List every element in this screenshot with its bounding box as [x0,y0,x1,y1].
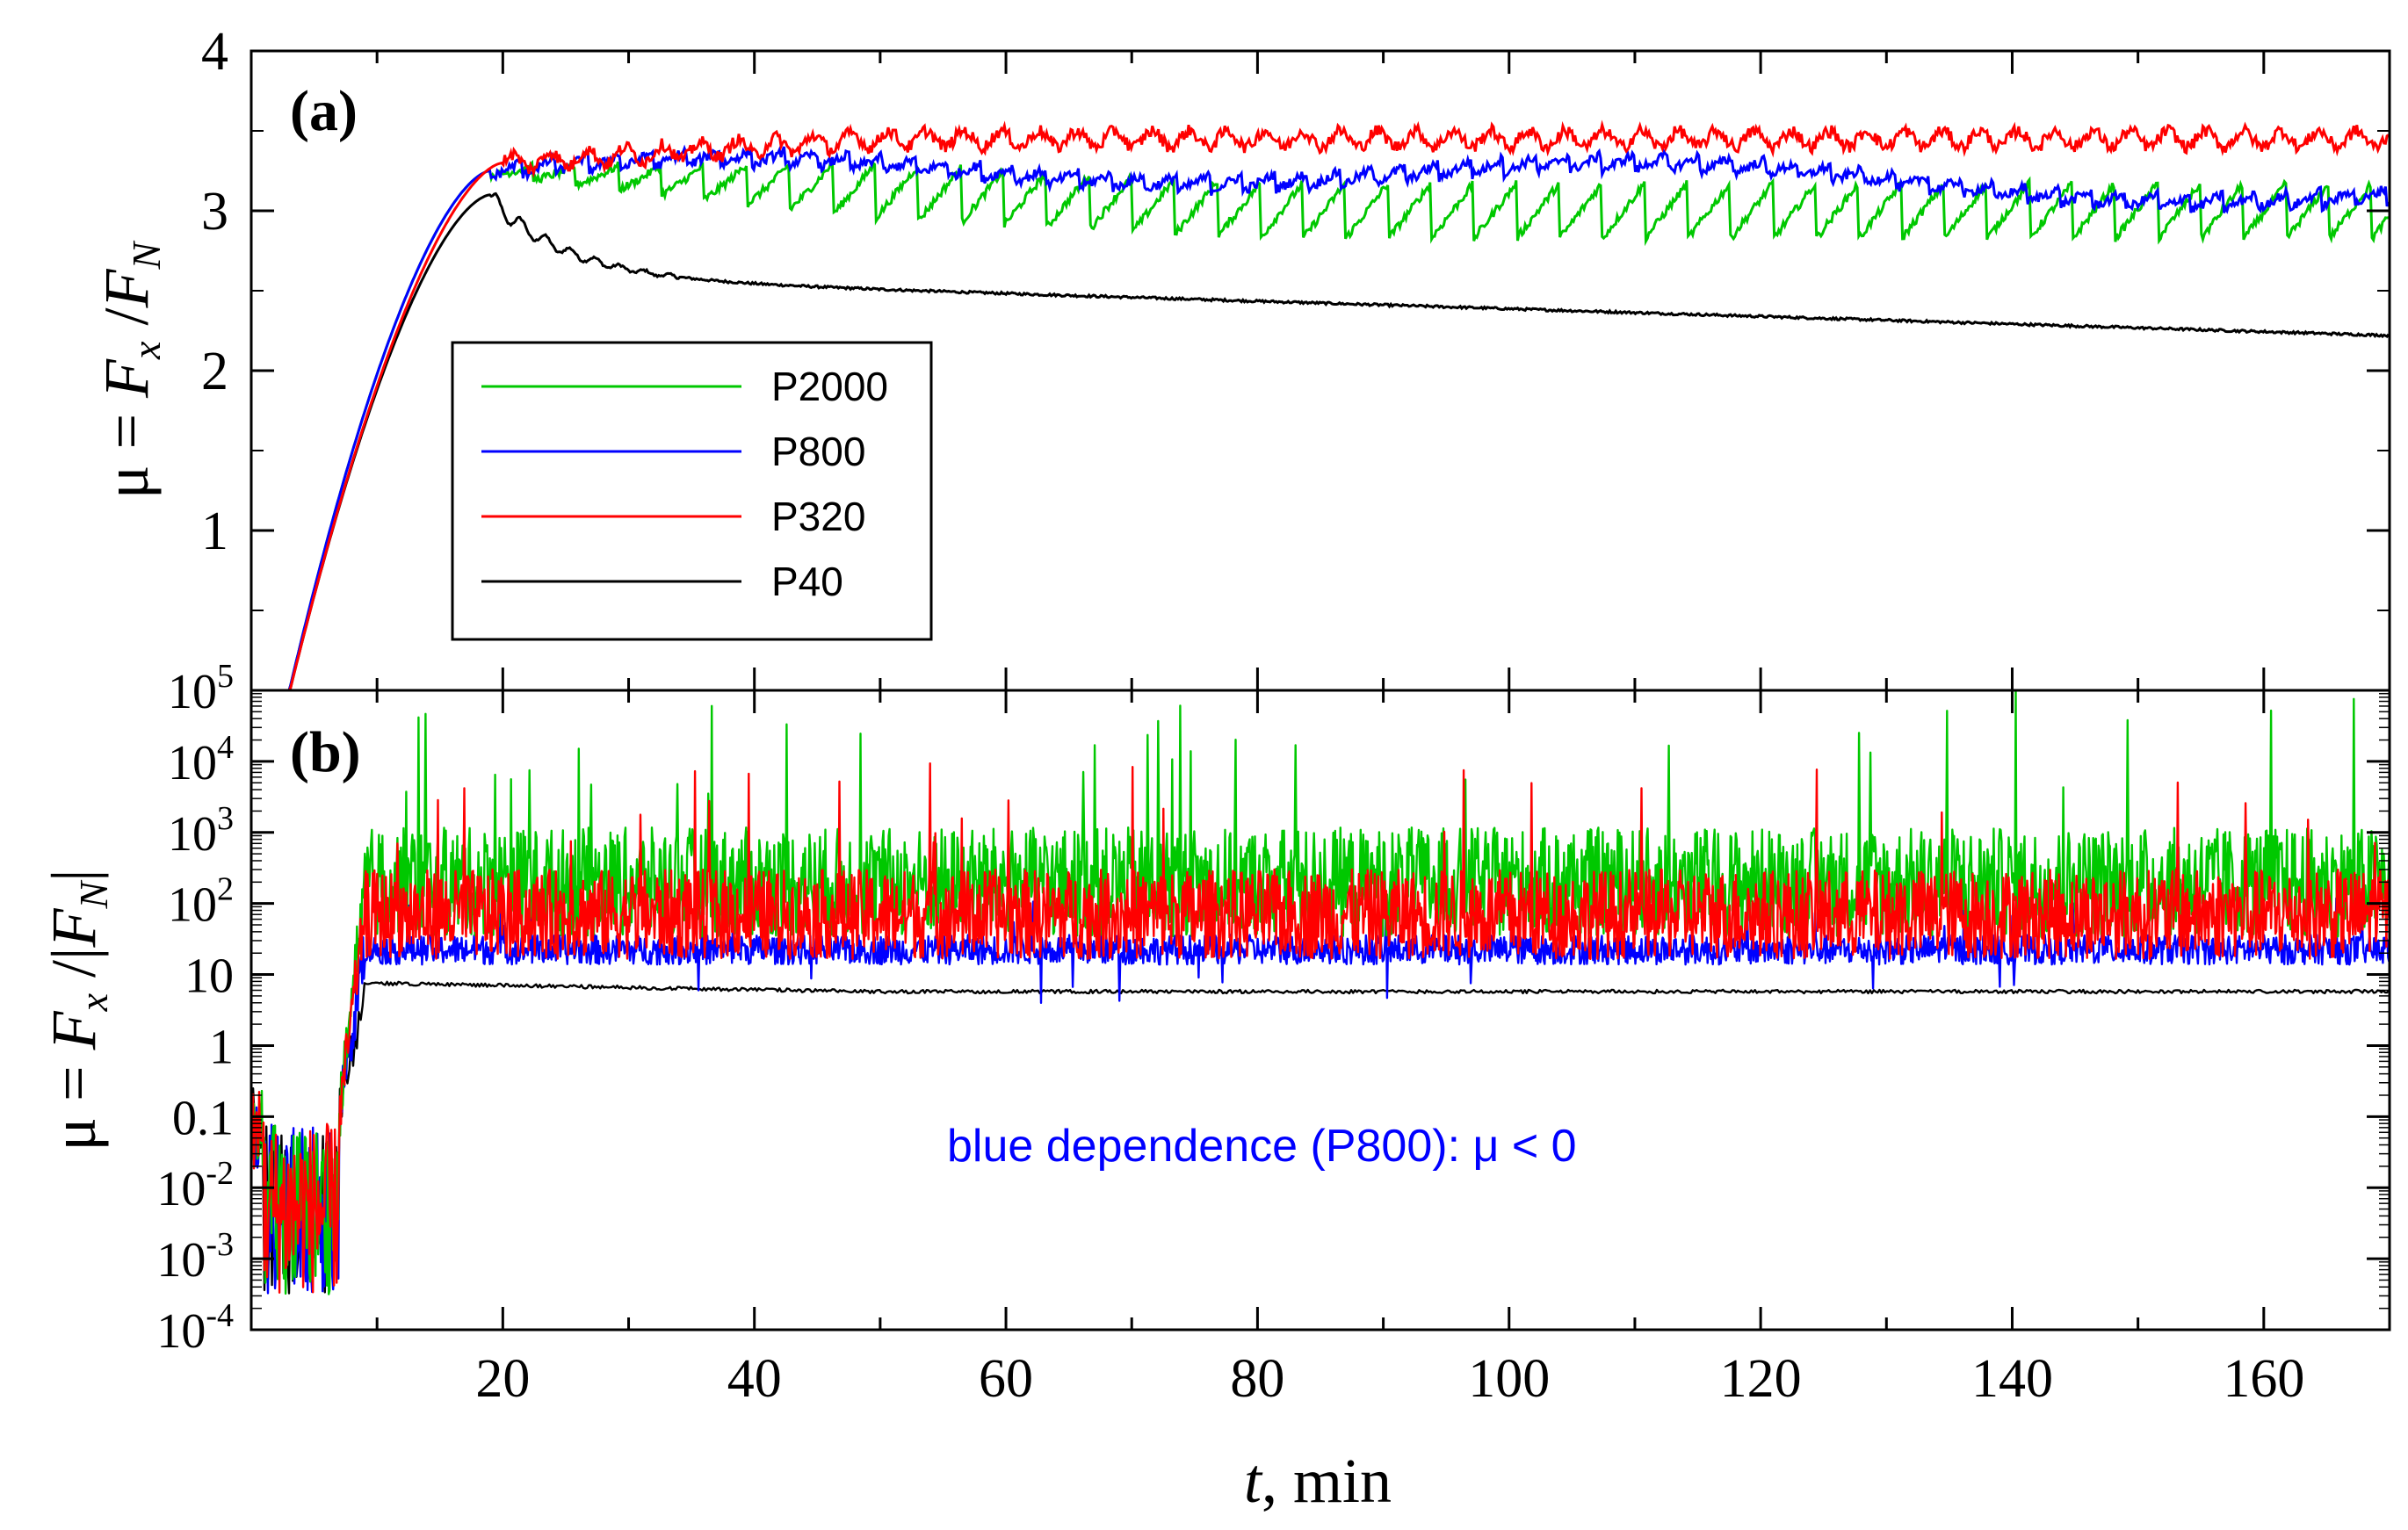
panel-a-series-p320 [251,119,2390,692]
x-tick-label: 160 [2223,1349,2304,1409]
legend-items: P2000 P800 P320 P40 [481,364,888,604]
panel-b-ytick-label: 103 [168,800,234,862]
panel-b-ytick-label: 10-4 [156,1297,234,1359]
panel-a-ticks: 1 2 3 4 [201,22,2390,690]
panel-b-ytick-label: 1 [209,1020,234,1074]
x-tick-label: 140 [1971,1349,2053,1409]
panel-b-ytick-label: 10 [184,949,234,1004]
panel-a-series-p40 [251,191,2390,692]
panel-b-ytick-label: 10-3 [156,1226,234,1288]
x-axis-label: t, min [1244,1446,1392,1516]
annotation-text: blue dependence (P800): μ < 0 [947,1121,1577,1172]
panel-a-ytick-label: 3 [201,182,228,242]
panel-b-ytick-label: 10-2 [156,1155,234,1216]
panel-b-series-p800 [249,897,2390,1295]
x-tick-label: 40 [727,1349,782,1409]
panel-a-ytick-label: 1 [201,502,228,561]
panel-b-label: (b) [290,720,361,784]
panel-b-series-p320 [249,762,2390,1294]
panel-a-label: (a) [290,79,358,143]
panel-b-series-group [249,689,2390,1295]
panel-a-series-group [251,119,2390,692]
x-tick-label: 20 [475,1349,530,1409]
panel-a-ylabel: μ = Fx /FN [91,241,169,500]
legend: P2000 P800 P320 P40 [451,341,933,641]
panel-b-ytick-label: 104 [168,729,234,790]
panel-a-ytick-label: 4 [201,22,228,82]
panel-a-ytick-label: 2 [201,342,228,401]
panel-a: 1 2 3 4 (a) P2000 P800 P320 P40 μ = Fx /FN [91,22,2391,692]
panel-b-ylabel: μ = Fx /|FN| [39,869,116,1151]
legend-label-p40: P40 [771,559,843,604]
panel-b-frame [249,689,2391,1332]
legend-label-p2000: P2000 [771,364,888,409]
panel-b-ytick-label: 105 [168,658,234,719]
legend-label-p800: P800 [771,429,865,474]
x-tick-label: 80 [1230,1349,1284,1409]
panel-b-ytick-label: 0.1 [172,1091,234,1145]
legend-box [451,341,933,641]
x-tick-label: 60 [979,1349,1033,1409]
x-tick-label: 100 [1468,1349,1550,1409]
legend-label-p320: P320 [771,494,865,539]
x-tick-label: 120 [1720,1349,1802,1409]
panel-a-series-p2000 [251,157,2390,692]
panel-b-series-p40 [249,980,2390,1295]
panel-b-ytick-label: 102 [168,871,234,933]
